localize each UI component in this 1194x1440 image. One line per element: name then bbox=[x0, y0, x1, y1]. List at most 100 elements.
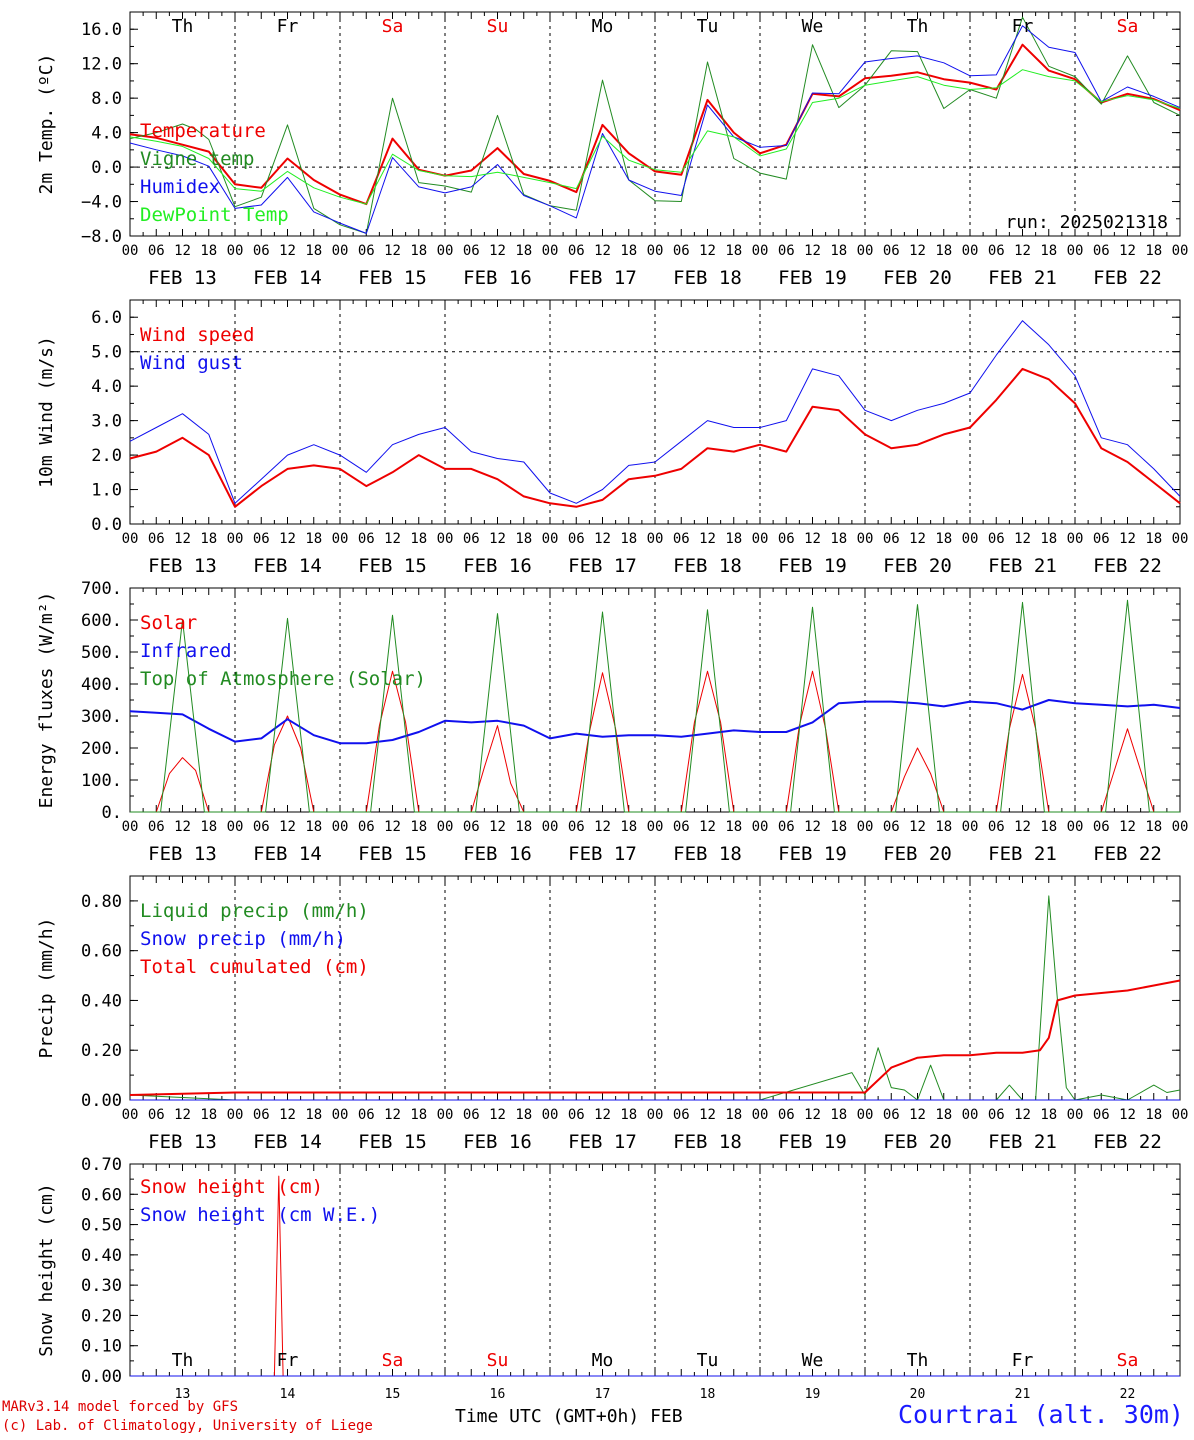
panel-energy: 0. 100. 200. 300. 400. 500. 600. 700. Energy flu… bbox=[36, 579, 1188, 865]
weekday-label: Sa bbox=[382, 16, 404, 37]
weekday-label: Sa bbox=[382, 1350, 404, 1371]
date-label: FEB 17 bbox=[568, 267, 637, 289]
hour-tick-label: 12 bbox=[174, 819, 191, 835]
hour-tick-label: 12 bbox=[1014, 1107, 1031, 1123]
y-tick-label: 0.10 bbox=[81, 1337, 122, 1357]
y-tick-label: 16.0 bbox=[81, 20, 122, 40]
legend-entry: Infrared bbox=[140, 640, 232, 662]
hour-tick-label: 18 bbox=[620, 243, 637, 259]
weekday-label: Tu bbox=[697, 16, 719, 37]
hour-tick-label: 00 bbox=[1067, 243, 1084, 259]
hour-tick-label: 18 bbox=[830, 243, 847, 259]
day-number-label: 13 bbox=[175, 1387, 191, 1402]
hour-tick-label: 06 bbox=[568, 819, 585, 835]
hour-tick-label: 06 bbox=[463, 1107, 480, 1123]
hour-tick-label: 00 bbox=[962, 531, 979, 547]
y-tick-label: 0.30 bbox=[81, 1276, 122, 1296]
y-tick-label: 100. bbox=[81, 771, 122, 791]
date-label: FEB 20 bbox=[883, 1131, 952, 1153]
hour-tick-label: 18 bbox=[410, 531, 427, 547]
hour-tick-label: 06 bbox=[358, 819, 375, 835]
hour-tick-label: 12 bbox=[279, 1107, 296, 1123]
weekday-label: We bbox=[802, 1350, 824, 1371]
date-label: FEB 14 bbox=[253, 555, 322, 577]
hour-tick-label: 18 bbox=[725, 1107, 742, 1123]
hour-tick-label: 06 bbox=[148, 819, 165, 835]
hour-tick-label: 06 bbox=[463, 531, 480, 547]
y-tick-label: 0.60 bbox=[81, 942, 122, 962]
hour-tick-label: 00 bbox=[1172, 243, 1189, 259]
hour-tick-label: 18 bbox=[830, 531, 847, 547]
date-label: FEB 20 bbox=[883, 555, 952, 577]
weekday-label: Mo bbox=[592, 16, 614, 37]
hour-tick-label: 00 bbox=[647, 1107, 664, 1123]
legend-entry: Wind gust bbox=[140, 352, 243, 374]
legend-entry: Snow precip (mm/h) bbox=[140, 928, 346, 950]
date-label: FEB 22 bbox=[1093, 1131, 1162, 1153]
date-label: FEB 13 bbox=[148, 843, 217, 865]
date-label: FEB 13 bbox=[148, 555, 217, 577]
hour-tick-label: 06 bbox=[778, 531, 795, 547]
y-tick-label: 0.40 bbox=[81, 1246, 122, 1266]
hour-tick-label: 00 bbox=[542, 531, 559, 547]
hour-tick-label: 00 bbox=[857, 1107, 874, 1123]
y-tick-label: 0.70 bbox=[81, 1155, 122, 1175]
hour-tick-label: 00 bbox=[542, 1107, 559, 1123]
date-label: FEB 17 bbox=[568, 555, 637, 577]
y-tick-label: 0.0 bbox=[91, 515, 122, 535]
hour-tick-label: 00 bbox=[1172, 819, 1189, 835]
hour-tick-label: 00 bbox=[752, 531, 769, 547]
hour-tick-label: 06 bbox=[883, 819, 900, 835]
date-label: FEB 19 bbox=[778, 267, 847, 289]
y-axis-label: Snow height (cm) bbox=[36, 1183, 57, 1356]
y-tick-label: 6.0 bbox=[91, 308, 122, 328]
hour-tick-label: 00 bbox=[227, 1107, 244, 1123]
hour-tick-label: 12 bbox=[909, 819, 926, 835]
y-tick-label: 0.20 bbox=[81, 1306, 122, 1326]
series-line-humidex bbox=[129, 25, 1181, 234]
series-line-wind-gust bbox=[129, 320, 1181, 504]
hour-tick-label: 00 bbox=[647, 531, 664, 547]
y-tick-label: 0.0 bbox=[91, 158, 122, 178]
hour-tick-label: 18 bbox=[725, 243, 742, 259]
day-number-label: 17 bbox=[595, 1387, 611, 1402]
date-label: FEB 18 bbox=[673, 267, 742, 289]
hour-tick-label: 18 bbox=[1040, 819, 1057, 835]
y-tick-label: 0. bbox=[102, 803, 122, 823]
hour-tick-label: 18 bbox=[1145, 531, 1162, 547]
hour-tick-label: 18 bbox=[515, 531, 532, 547]
hour-tick-label: 12 bbox=[594, 243, 611, 259]
hour-tick-label: 06 bbox=[883, 243, 900, 259]
hour-tick-label: 00 bbox=[227, 243, 244, 259]
hour-tick-label: 00 bbox=[1067, 531, 1084, 547]
hour-tick-label: 06 bbox=[988, 243, 1005, 259]
weekday-label: Mo bbox=[592, 1350, 614, 1371]
date-label: FEB 21 bbox=[988, 267, 1057, 289]
hour-tick-label: 18 bbox=[410, 819, 427, 835]
weekday-label: Th bbox=[172, 16, 194, 37]
hour-tick-label: 06 bbox=[568, 243, 585, 259]
date-label: FEB 15 bbox=[358, 267, 427, 289]
y-tick-label: 0.20 bbox=[81, 1041, 122, 1061]
date-label: FEB 13 bbox=[148, 1131, 217, 1153]
hour-tick-label: 18 bbox=[1040, 531, 1057, 547]
hour-tick-label: 18 bbox=[620, 1107, 637, 1123]
hour-tick-label: 00 bbox=[227, 531, 244, 547]
hour-tick-label: 06 bbox=[1093, 1107, 1110, 1123]
date-label: FEB 18 bbox=[673, 1131, 742, 1153]
y-tick-label: 2.0 bbox=[91, 446, 122, 466]
hour-tick-label: 12 bbox=[1119, 819, 1136, 835]
hour-tick-label: 00 bbox=[122, 531, 139, 547]
hour-tick-label: 00 bbox=[962, 243, 979, 259]
hour-tick-label: 12 bbox=[699, 819, 716, 835]
hour-tick-label: 12 bbox=[804, 531, 821, 547]
hour-tick-label: 18 bbox=[935, 819, 952, 835]
y-tick-label: 500. bbox=[81, 643, 122, 663]
hour-tick-label: 18 bbox=[1040, 1107, 1057, 1123]
hour-tick-label: 18 bbox=[515, 819, 532, 835]
y-tick-label: 0.40 bbox=[81, 991, 122, 1011]
y-tick-label: 200. bbox=[81, 739, 122, 759]
hour-tick-label: 18 bbox=[725, 531, 742, 547]
y-tick-label: 300. bbox=[81, 707, 122, 727]
